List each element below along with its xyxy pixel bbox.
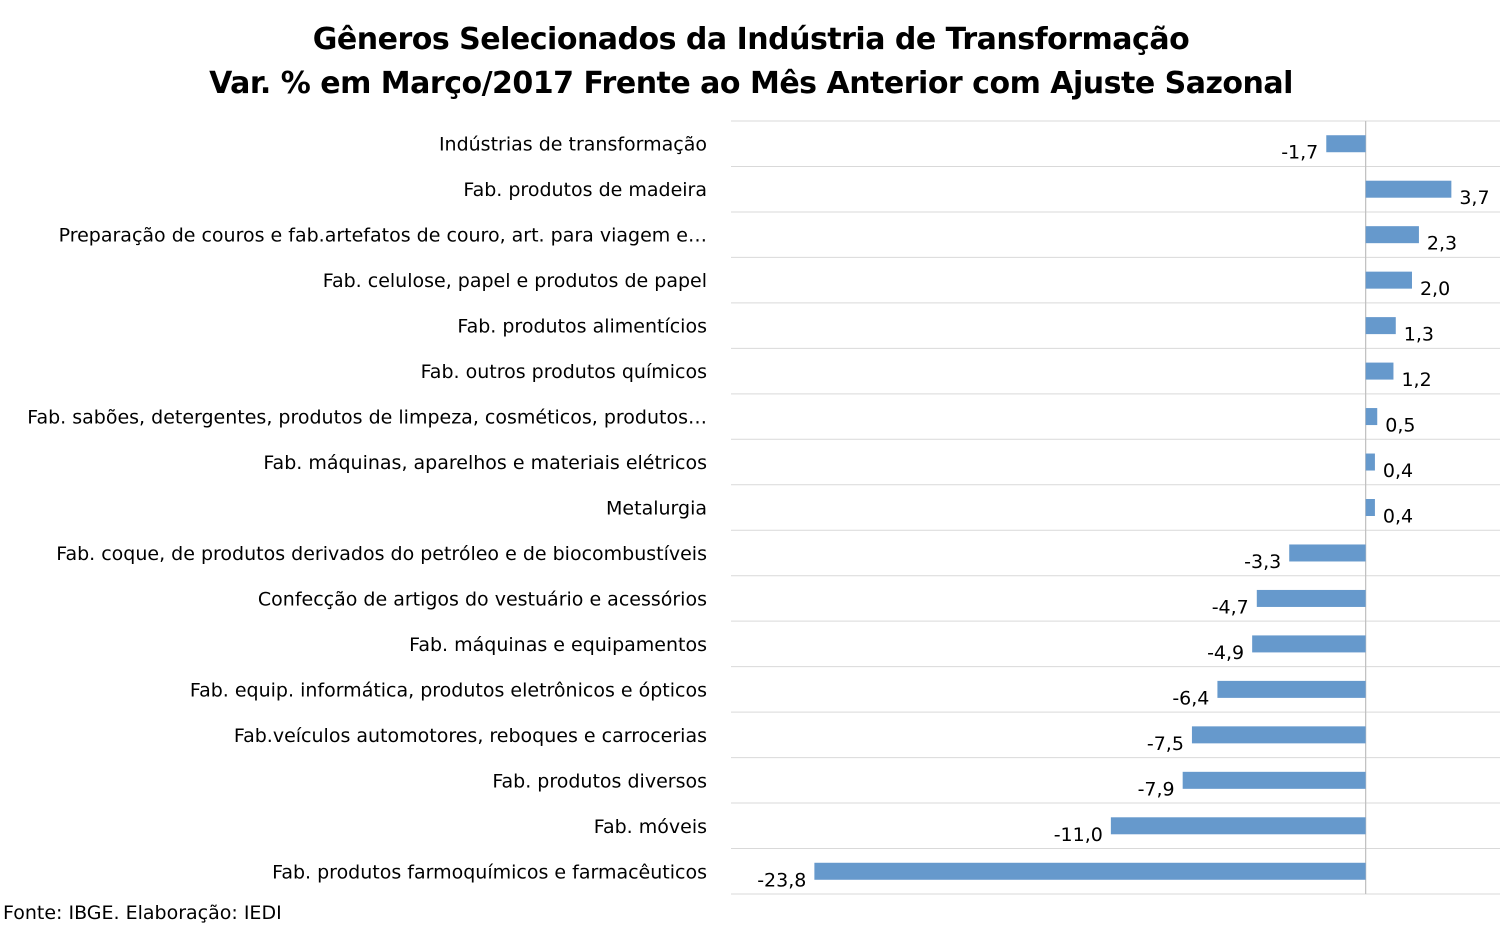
chart-subtitle: Var. % em Março/2017 Frente ao Mês Anter… <box>209 66 1293 101</box>
data-label: 2,0 <box>1420 278 1450 300</box>
category-label: Fab. máquinas, aparelhos e materiais elé… <box>263 452 707 474</box>
category-label: Fab. produtos farmoquímicos e farmacêuti… <box>272 861 707 883</box>
bar <box>1365 271 1412 289</box>
data-label: -4,9 <box>1207 642 1244 664</box>
bar <box>1365 499 1375 516</box>
bar <box>1365 362 1394 380</box>
bar <box>1110 817 1366 835</box>
bar <box>1365 408 1378 426</box>
category-label: Fab. móveis <box>594 816 707 838</box>
category-label: Fab. equip. informática, produtos eletrô… <box>190 679 707 701</box>
data-label: 1,3 <box>1404 324 1434 346</box>
category-label: Confecção de artigos do vestuário e aces… <box>258 588 707 610</box>
category-label: Fab. produtos diversos <box>492 770 707 792</box>
data-label: -7,9 <box>1138 778 1175 800</box>
data-label: 1,2 <box>1401 369 1431 391</box>
bar <box>1191 726 1366 744</box>
data-label: 0,4 <box>1383 460 1413 482</box>
data-label: -4,7 <box>1212 596 1249 618</box>
data-label: -1,7 <box>1281 142 1318 164</box>
data-label: 0,4 <box>1383 506 1413 528</box>
category-label: Fab. outros produtos químicos <box>421 361 707 383</box>
bar <box>1182 771 1366 789</box>
bar <box>814 862 1366 880</box>
chart-title: Gêneros Selecionados da Indústria de Tra… <box>312 22 1190 57</box>
bar <box>1256 589 1366 607</box>
bar <box>1217 680 1366 698</box>
data-label: 0,5 <box>1385 415 1415 437</box>
bar <box>1365 180 1452 198</box>
data-label: 3,7 <box>1459 187 1489 209</box>
category-label: Fab. máquinas e equipamentos <box>409 634 707 656</box>
data-label: -23,8 <box>757 869 806 891</box>
data-label: -6,4 <box>1172 687 1209 709</box>
data-label: -11,0 <box>1054 824 1103 846</box>
category-label: Fab.veículos automotores, reboques e car… <box>234 725 707 747</box>
data-label: -7,5 <box>1147 733 1184 755</box>
bar <box>1289 544 1366 562</box>
bar <box>1365 226 1419 244</box>
category-label: Indústrias de transformação <box>439 134 707 156</box>
category-label: Fab. coque, de produtos derivados do pet… <box>56 543 707 565</box>
data-label: -3,3 <box>1244 551 1281 573</box>
category-label: Preparação de couros e fab.artefatos de … <box>59 225 707 247</box>
category-label: Fab. produtos alimentícios <box>457 316 707 338</box>
category-label: Fab. sabões, detergentes, produtos de li… <box>27 407 707 429</box>
category-label: Fab. produtos de madeira <box>463 179 707 201</box>
bar <box>1365 317 1396 335</box>
source-note: Fonte: IBGE. Elaboração: IEDI <box>3 902 282 924</box>
bar <box>1252 635 1366 653</box>
bar <box>1326 135 1366 153</box>
bar <box>1365 453 1375 471</box>
data-label: 2,3 <box>1427 233 1457 255</box>
category-label: Fab. celulose, papel e produtos de papel <box>323 270 707 292</box>
category-label: Metalurgia <box>606 498 707 520</box>
